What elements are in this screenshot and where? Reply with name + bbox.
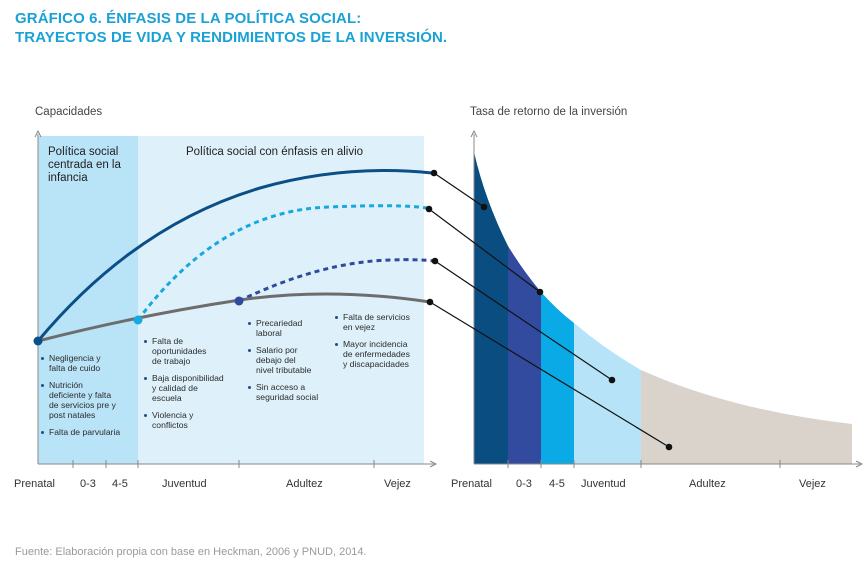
list-item: Precariedad laboral [248,318,334,338]
bullets-prenatal: Negligencia y falta de cuido Nutrición def… [41,353,133,444]
left-tick-adultez: Adultez [286,478,323,490]
right-tick-0-3: 0-3 [516,478,532,490]
node-4-5 [133,315,143,325]
source-note: Fuente: Elaboración propia con base en H… [15,546,367,558]
bullets-adultez: Precariedad laboral Salario por debajo del… [248,318,334,409]
band-juventud [574,323,641,464]
list-item: Negligencia y falta de cuido [41,353,133,373]
list-item: Falta de servicios en vejez [335,312,423,332]
list-item: Salario por debajo del nivel tributable [248,345,334,375]
left-x-ticks-marks [72,460,375,468]
left-y-axis-label: Capacidades [35,106,103,118]
left-tick-prenatal: Prenatal [14,478,55,490]
band-0-3 [508,246,541,464]
list-item: Mayor incidencia de enfermedades y discapa… [335,339,423,369]
node-prenatal [33,336,43,346]
zone-infancia-label: Política social centrada en la infancia [48,146,121,184]
list-item: Falta de oportunidades de trabajo [144,336,236,366]
bullets-juventud: Falta de oportunidades de trabajo Baja dis… [144,336,236,437]
list-item: Violencia y conflictos [144,410,236,430]
connector-dots [425,169,673,451]
band-adultez-vejez [641,370,852,464]
bullets-vejez: Falta de servicios en vejez Mayor inciden… [335,312,423,376]
chart-title-line-1: GRÁFICO 6. ÉNFASIS DE LA POLÍTICA SOCIAL… [15,10,362,27]
list-item: Falta de parvularia [41,427,133,437]
right-tick-prenatal: Prenatal [451,478,492,490]
list-item: Nutrición deficiente y falta de servicios … [41,380,133,420]
left-tick-juventud: Juventud [162,478,207,490]
right-tick-adultez: Adultez [689,478,726,490]
zone-alivio-label: Política social con énfasis en alivio [186,146,364,158]
curve-light-dotted [136,204,428,321]
right-tick-4-5: 4-5 [549,478,565,490]
chart-title-line-2: TRAYECTOS DE VIDA Y RENDIMIENTOS DE LA I… [15,29,448,46]
left-tick-0-3: 0-3 [80,478,96,490]
zone-infancia [38,136,138,464]
band-prenatal [474,152,508,464]
right-x-ticks-marks [507,460,781,468]
list-item: Baja disponibilidad y calidad de escuela [144,373,236,403]
list-item: Sin acceso a seguridad social [248,382,334,402]
zone-alivio [138,136,424,464]
connector-lines [428,172,670,448]
left-tick-vejez: Vejez [384,478,411,490]
right-tick-juventud: Juventud [581,478,626,490]
left-tick-4-5: 4-5 [112,478,128,490]
right-tick-vejez: Vejez [799,478,826,490]
band-4-5 [541,292,574,464]
right-y-axis-label: Tasa de retorno de la inversión [470,106,628,118]
node-juventud [234,296,244,306]
curve-top-solid [36,169,433,342]
